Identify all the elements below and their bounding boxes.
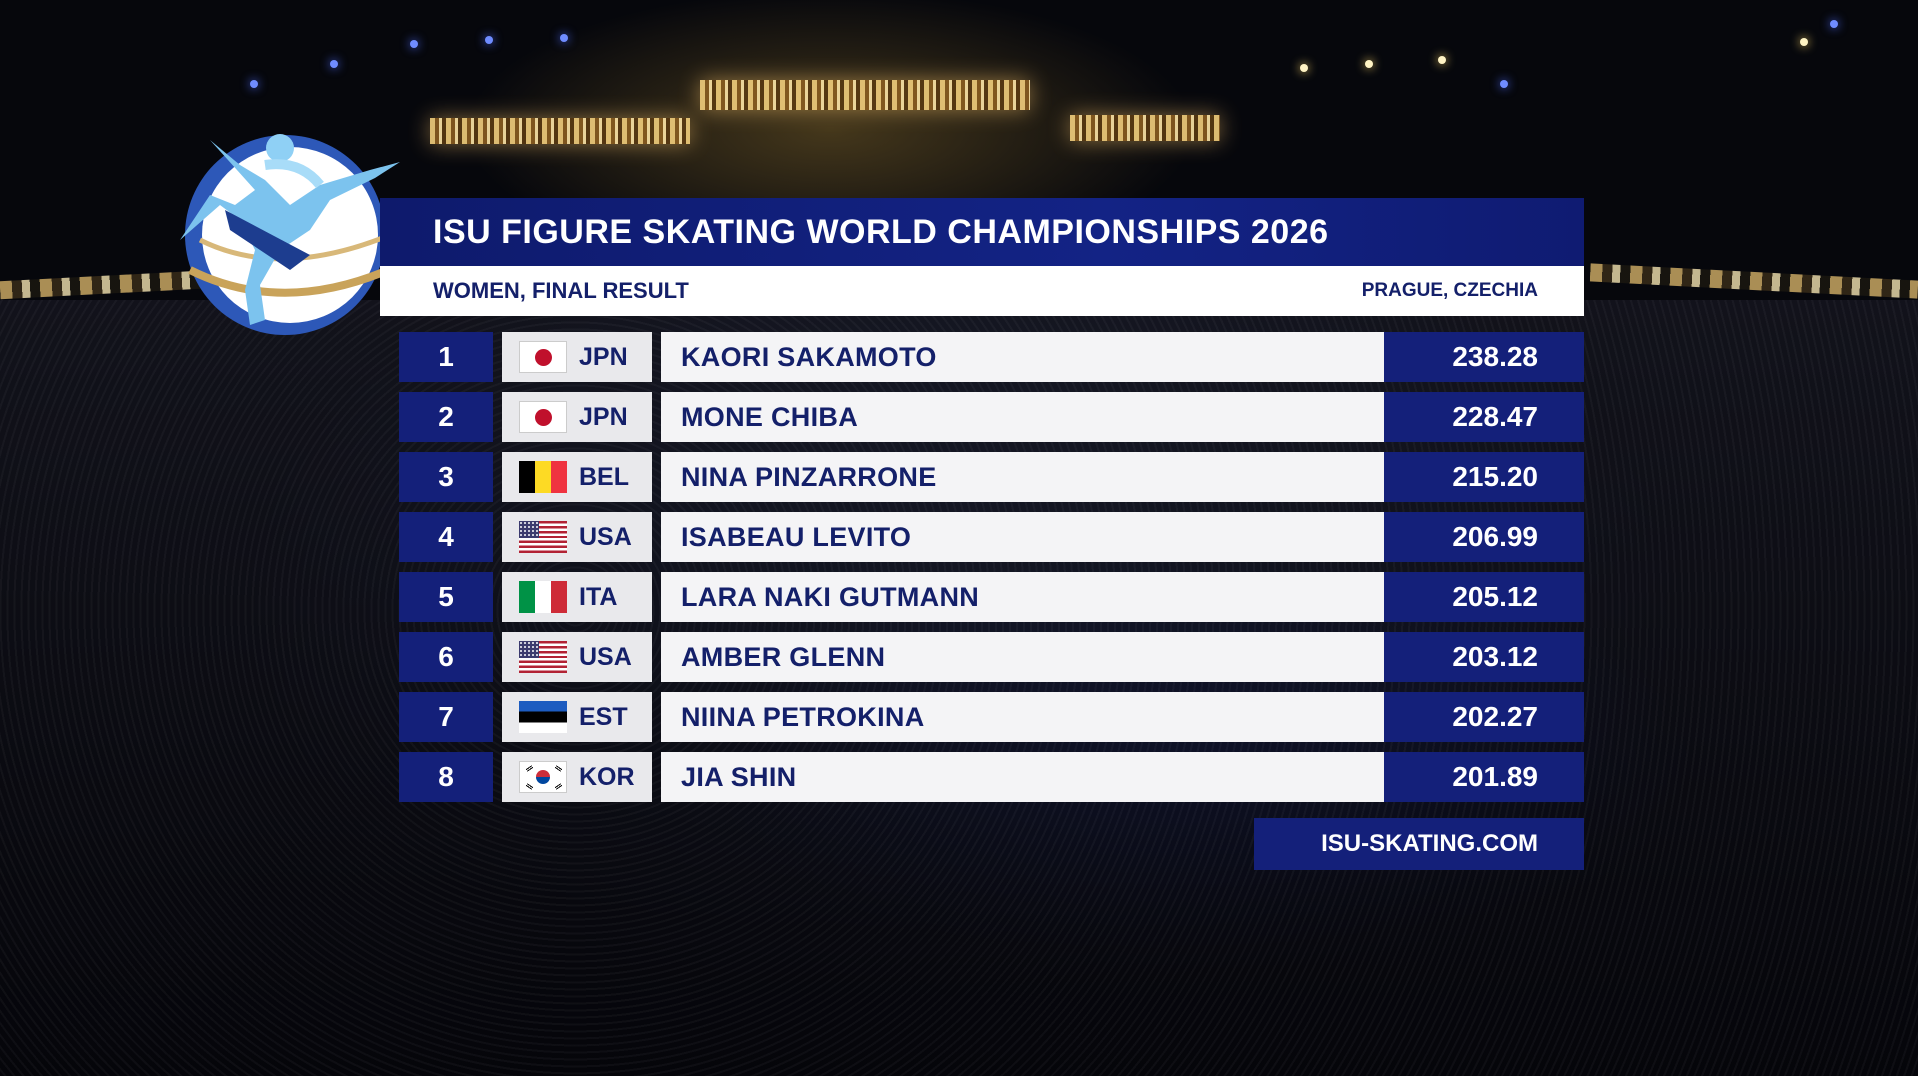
arena-light (250, 80, 258, 88)
arena-light (560, 34, 568, 42)
result-row: 6 USA AMBER GLENN 203.12 (399, 632, 1584, 682)
nation-cell: JPN (502, 392, 652, 442)
score-cell: 205.12 (1384, 572, 1584, 622)
nation-code: USA (579, 642, 632, 671)
nation-cell: BEL (502, 452, 652, 502)
nation-cell: KOR (502, 752, 652, 802)
figure-skater-logo-icon (170, 110, 440, 360)
score-cell: 206.99 (1384, 512, 1584, 562)
result-row: 7 EST NIINA PETROKINA 202.27 (399, 692, 1584, 742)
rank-cell: 2 (399, 392, 493, 442)
rank-cell: 6 (399, 632, 493, 682)
skater-name: KAORI SAKAMOTO (661, 332, 1384, 382)
skater-name: LARA NAKI GUTMANN (661, 572, 1384, 622)
result-row: 1 JPN KAORI SAKAMOTO 238.28 (399, 332, 1584, 382)
location-label: PRAGUE, CZECHIA (1361, 280, 1538, 301)
score-cell: 201.89 (1384, 752, 1584, 802)
result-row: 4 USA ISABEAU LEVITO 206.99 (399, 512, 1584, 562)
usa-flag-icon (519, 521, 567, 553)
bel-flag-icon (519, 461, 567, 493)
arena-light (1438, 56, 1446, 64)
stage-lights (700, 80, 1030, 110)
nation-code: KOR (579, 762, 635, 791)
nation-cell: JPN (502, 332, 652, 382)
est-flag-icon (519, 701, 567, 733)
stage-lights (430, 118, 690, 144)
result-row: 2 JPN MONE CHIBA 228.47 (399, 392, 1584, 442)
rank-cell: 7 (399, 692, 493, 742)
skater-name: JIA SHIN (661, 752, 1384, 802)
score-cell: 203.12 (1384, 632, 1584, 682)
nation-cell: USA (502, 512, 652, 562)
arena-light (330, 60, 338, 68)
score-cell: 238.28 (1384, 332, 1584, 382)
nation-cell: EST (502, 692, 652, 742)
arena-light (485, 36, 493, 44)
score-cell: 202.27 (1384, 692, 1584, 742)
result-row: 5 ITA LARA NAKI GUTMANN 205.12 (399, 572, 1584, 622)
results-table: 1 JPN KAORI SAKAMOTO 238.28 2 JPN MONE CHIBA 22… (399, 332, 1584, 812)
rank-cell: 1 (399, 332, 493, 382)
nation-code: BEL (579, 462, 629, 491)
rank-cell: 4 (399, 512, 493, 562)
website-footer: ISU-SKATING.COM (1254, 818, 1584, 870)
score-cell: 215.20 (1384, 452, 1584, 502)
ita-flag-icon (519, 581, 567, 613)
jpn-flag-icon (519, 341, 567, 373)
nation-code: JPN (579, 402, 628, 431)
jpn-flag-icon (519, 401, 567, 433)
skater-name: NINA PINZARRONE (661, 452, 1384, 502)
nation-cell: USA (502, 632, 652, 682)
arena-ribbon-right (1589, 263, 1918, 299)
rank-cell: 3 (399, 452, 493, 502)
skater-name: ISABEAU LEVITO (661, 512, 1384, 562)
arena-light (1830, 20, 1838, 28)
skater-name: MONE CHIBA (661, 392, 1384, 442)
nation-code: ITA (579, 582, 618, 611)
website-label: ISU-SKATING.COM (1321, 830, 1538, 857)
result-row: 3 BEL NINA PINZARRONE 215.20 (399, 452, 1584, 502)
nation-code: JPN (579, 342, 628, 371)
usa-flag-icon (519, 641, 567, 673)
championship-title: ISU FIGURE SKATING WORLD CHAMPIONSHIPS 2… (433, 212, 1329, 251)
nation-code: EST (579, 702, 628, 731)
arena-light (1800, 38, 1808, 46)
arena-light (1365, 60, 1373, 68)
arena-light (410, 40, 418, 48)
stage-lights (1070, 115, 1220, 141)
arena-light (1300, 64, 1308, 72)
skater-name: AMBER GLENN (661, 632, 1384, 682)
nation-cell: ITA (502, 572, 652, 622)
skater-name: NIINA PETROKINA (661, 692, 1384, 742)
rank-cell: 5 (399, 572, 493, 622)
event-label: WOMEN, FINAL RESULT (433, 278, 689, 303)
arena-light (1500, 80, 1508, 88)
subtitle-bar: WOMEN, FINAL RESULT PRAGUE, CZECHIA (380, 266, 1584, 316)
score-cell: 228.47 (1384, 392, 1584, 442)
nation-code: USA (579, 522, 632, 551)
result-row: 8 KOR JIA SHIN 201.89 (399, 752, 1584, 802)
title-bar: ISU FIGURE SKATING WORLD CHAMPIONSHIPS 2… (380, 198, 1584, 266)
kor-flag-icon (519, 761, 567, 793)
rank-cell: 8 (399, 752, 493, 802)
